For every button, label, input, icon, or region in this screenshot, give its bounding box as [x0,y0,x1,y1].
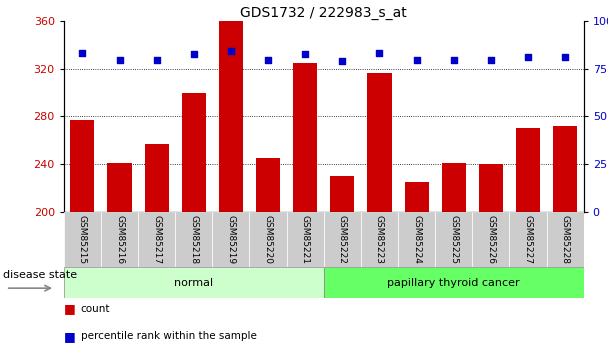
Bar [249,212,286,267]
Text: count: count [81,304,111,314]
Text: GSM85223: GSM85223 [375,215,384,264]
Text: GSM85219: GSM85219 [226,215,235,264]
Text: ■: ■ [64,330,80,343]
Bar [441,163,466,212]
Bar [71,120,94,212]
Point [560,54,570,59]
Text: GSM85222: GSM85222 [338,215,347,264]
Text: GSM85224: GSM85224 [412,215,421,264]
Point [226,48,236,53]
Text: GSM85215: GSM85215 [78,215,87,264]
Point [523,54,533,59]
Title: GDS1732 / 222983_s_at: GDS1732 / 222983_s_at [240,6,407,20]
Bar [398,212,435,267]
Bar [64,212,101,267]
Point [486,57,496,63]
Bar [219,21,243,212]
Bar [404,182,429,212]
Point [115,57,125,63]
Text: normal: normal [174,278,213,288]
Text: GSM85227: GSM85227 [523,215,533,264]
Bar [145,144,169,212]
Text: GSM85220: GSM85220 [263,215,272,264]
Text: GSM85226: GSM85226 [486,215,496,264]
Bar [293,62,317,212]
Bar [478,164,503,212]
Bar [435,212,472,267]
Bar [330,176,354,212]
Text: disease state: disease state [3,270,77,280]
Bar [286,212,323,267]
Bar [516,128,540,212]
Text: ■: ■ [64,302,80,315]
Text: GSM85218: GSM85218 [189,215,198,264]
Bar [212,212,249,267]
Bar [323,212,361,267]
Bar [175,212,212,267]
Bar [367,73,392,212]
Point [337,59,347,64]
Text: GSM85228: GSM85228 [561,215,570,264]
Bar [108,163,131,212]
Text: GSM85217: GSM85217 [152,215,161,264]
Bar [547,212,584,267]
Text: GSM85225: GSM85225 [449,215,458,264]
Bar [472,212,510,267]
Point [78,50,88,56]
Bar [510,212,547,267]
Bar [323,267,584,298]
Point [412,57,421,63]
Text: GSM85221: GSM85221 [301,215,309,264]
Text: percentile rank within the sample: percentile rank within the sample [81,332,257,341]
Bar [361,212,398,267]
Bar [64,267,323,298]
Point [152,57,162,63]
Bar [256,158,280,212]
Point [263,57,273,63]
Point [449,57,458,63]
Text: GSM85216: GSM85216 [115,215,124,264]
Bar [553,126,577,212]
Point [375,50,384,56]
Point [189,51,199,57]
Bar [182,92,206,212]
Bar [101,212,138,267]
Point [300,51,310,57]
Bar [138,212,175,267]
Text: papillary thyroid cancer: papillary thyroid cancer [387,278,520,288]
